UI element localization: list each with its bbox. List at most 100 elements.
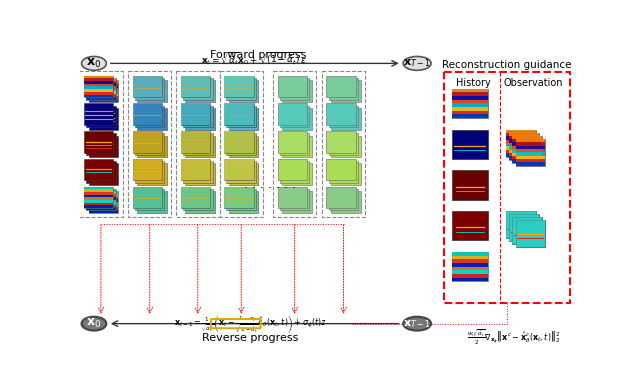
Bar (452, 170, 488, 200)
Bar (138, 163, 167, 185)
Bar (138, 136, 167, 158)
Bar (88, 80, 118, 102)
Bar (86, 106, 116, 127)
Text: · · · · · · ·: · · · · · · · (244, 182, 296, 195)
Bar (84, 187, 113, 208)
Bar (224, 159, 253, 180)
Bar (509, 139, 539, 143)
Bar (88, 86, 118, 88)
Bar (331, 136, 360, 158)
Bar (86, 81, 116, 84)
Bar (186, 191, 215, 213)
Bar (280, 78, 309, 99)
Bar (452, 252, 488, 256)
Bar (227, 161, 256, 183)
Bar (506, 130, 536, 157)
Bar (186, 80, 215, 102)
Bar (84, 159, 113, 180)
Bar (516, 159, 545, 163)
Bar (227, 78, 256, 99)
Bar (180, 76, 210, 97)
Bar (180, 103, 210, 125)
Bar (326, 76, 356, 97)
Bar (506, 130, 536, 133)
Bar (513, 159, 542, 163)
Bar (273, 71, 316, 217)
Bar (86, 194, 116, 197)
Bar (229, 136, 259, 158)
Bar (516, 149, 545, 152)
Bar (84, 86, 113, 89)
Bar (88, 136, 118, 158)
Bar (180, 159, 210, 180)
Text: Observation: Observation (504, 78, 563, 88)
Bar (132, 131, 162, 153)
Bar (224, 103, 253, 125)
Bar (506, 211, 536, 238)
Bar (509, 214, 539, 241)
Bar (278, 131, 307, 153)
Bar (506, 150, 536, 153)
Bar (229, 191, 259, 213)
Bar (278, 103, 307, 125)
Bar (135, 78, 164, 99)
Bar (183, 134, 212, 155)
Bar (180, 131, 210, 153)
Text: $\mathbf{x}_0$: $\mathbf{x}_0$ (86, 57, 102, 70)
Bar (88, 210, 118, 213)
Bar (229, 108, 259, 130)
Bar (513, 156, 542, 159)
Bar (224, 187, 253, 208)
Bar (452, 100, 488, 103)
Bar (86, 189, 116, 211)
Bar (84, 203, 113, 205)
Bar (88, 83, 118, 86)
Text: Reconstruction guidance: Reconstruction guidance (442, 60, 572, 70)
Bar (79, 71, 123, 217)
Bar (84, 76, 113, 97)
Bar (331, 80, 360, 102)
Bar (452, 274, 488, 277)
Bar (86, 89, 116, 91)
Bar (84, 103, 113, 125)
Bar (86, 78, 116, 81)
Bar (132, 131, 162, 153)
Bar (329, 134, 358, 155)
Bar (84, 205, 113, 208)
Bar (516, 146, 545, 149)
Bar (84, 192, 113, 195)
Bar (224, 76, 253, 97)
Bar (506, 143, 536, 146)
Bar (186, 163, 215, 185)
Bar (326, 159, 356, 180)
Bar (84, 76, 113, 79)
Bar (282, 80, 312, 102)
Bar (509, 133, 539, 159)
Bar (452, 107, 488, 111)
Bar (86, 192, 116, 194)
Bar (227, 161, 256, 183)
Bar (280, 161, 309, 183)
Bar (224, 103, 253, 125)
Bar (86, 161, 116, 183)
Bar (138, 80, 167, 102)
Bar (452, 111, 488, 115)
Bar (280, 106, 309, 127)
Bar (135, 106, 164, 127)
Bar (516, 163, 545, 166)
Bar (86, 97, 116, 99)
Bar (135, 106, 164, 127)
Bar (509, 149, 539, 153)
Bar (513, 152, 542, 156)
Text: History: History (456, 78, 491, 88)
Bar (135, 134, 164, 155)
Bar (88, 88, 118, 91)
Bar (452, 263, 488, 267)
Bar (516, 152, 545, 156)
Bar (513, 217, 542, 244)
Bar (452, 115, 488, 118)
Bar (138, 163, 167, 185)
Text: Reverse progress: Reverse progress (202, 333, 299, 343)
Bar (84, 197, 113, 200)
Bar (452, 130, 488, 159)
